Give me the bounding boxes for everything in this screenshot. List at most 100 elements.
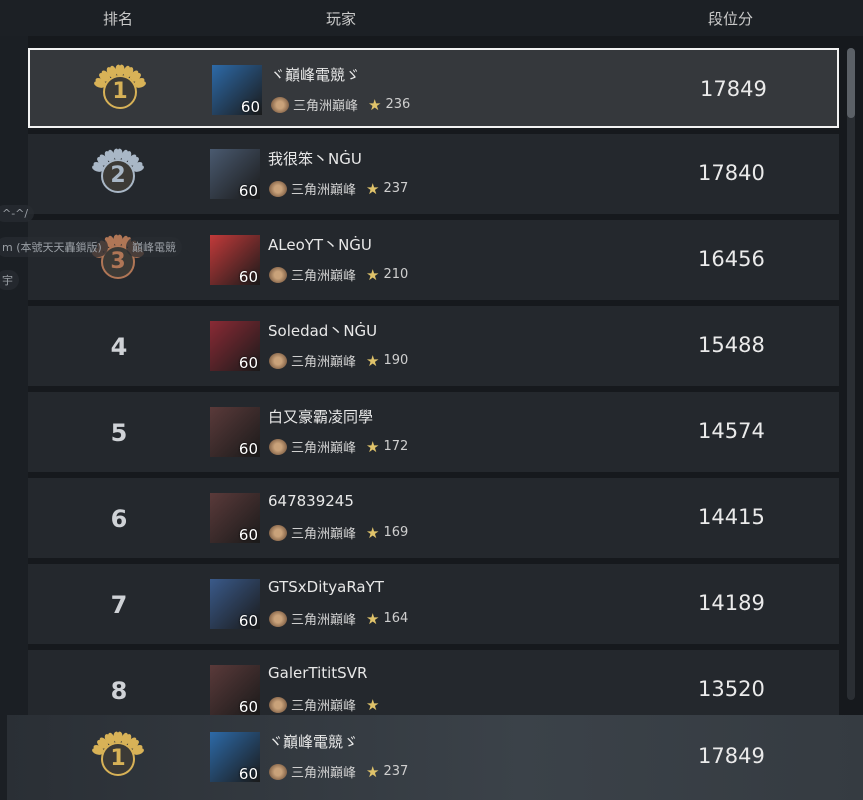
tier-badge-icon [269,352,287,369]
player-name: ヾ巔峰電競ゞ [268,733,359,751]
side-panel [0,0,28,800]
leaderboard-row[interactable]: 8 60 GalerTititSVR 三角洲巔峰 ★ 13520 [28,650,839,715]
leaderboard-row[interactable]: 3 60 ALeoYT丶NĠU 三角洲巔峰 ★ 210 16456 [28,220,839,300]
star-icon: ★ [366,609,380,628]
background-chat-text: ^-^/ [0,205,35,222]
background-chat-text: 宇 [0,270,19,290]
star-count: 169 [383,525,409,540]
star-count: 164 [383,611,409,626]
rank-number: 5 [110,419,128,447]
leaderboard-row[interactable]: 5 60 白又豪霸凌同學 三角洲巔峰 ★ 172 14574 [28,392,839,472]
table-header: 排名 玩家 段位分 [0,0,863,36]
background-chat-text: m (本號天天轟鎖版) [0,237,108,257]
player-level: 60 [238,440,258,457]
player-avatar[interactable]: 60 [210,321,260,371]
player-avatar[interactable]: 60 [212,65,262,115]
rank-score: 14415 [698,505,765,529]
leaderboard-row[interactable]: 6 60 647839245 三角洲巔峰 ★ 169 14415 [28,478,839,558]
rank-number: 4 [110,333,128,361]
tier-badge-icon [269,610,287,627]
rank-score: 17849 [700,77,767,101]
rank-score: 17840 [698,161,765,185]
player-level: 60 [238,765,258,782]
star-icon: ★ [366,179,380,198]
my-rank-footer: 1 60 ヾ巔峰電競ゞ 三角洲巔峰 ★ 237 17849 [7,715,863,800]
player-avatar[interactable]: 60 [210,732,260,782]
player-level: 60 [238,612,258,629]
star-icon: ★ [366,437,380,456]
tier-name: 三角洲巔峰 [293,99,359,114]
leaderboard-list: 1 60 ヾ巔峰電競ゞ 三角洲巔峰 ★ 236 17849 2 60 我很笨丶NĠU … [28,48,840,715]
rank-score: 16456 [698,247,765,271]
leaderboard-row[interactable]: 4 60 Soledad丶NĠU 三角洲巔峰 ★ 190 15488 [28,306,839,386]
player-level: 60 [238,182,258,199]
player-level: 60 [238,354,258,371]
player-level: 60 [238,526,258,543]
background-chat-text: 巔峰電競 [126,237,182,257]
leaderboard-row[interactable]: 2 60 我很笨丶NĠU 三角洲巔峰 ★ 237 17840 [28,134,839,214]
player-avatar[interactable]: 60 [210,665,260,715]
star-count: 210 [383,267,409,282]
player-level: 60 [238,698,258,715]
gold-medal-icon: 1 [90,731,146,787]
star-icon: ★ [366,523,380,542]
tier-badge-icon [269,696,287,713]
player-avatar[interactable]: 60 [210,149,260,199]
tier-name: 三角洲巔峰 [291,441,357,456]
star-count: 190 [383,353,409,368]
star-count: 237 [383,181,409,196]
star-count: 236 [385,97,411,112]
rank-score: 14189 [698,591,765,615]
tier-name: 三角洲巔峰 [291,527,357,542]
star-icon: ★ [366,351,380,370]
star-count: 237 [383,764,409,779]
player-avatar[interactable]: 60 [210,407,260,457]
rank-score: 13520 [698,677,765,701]
tier-badge-icon [269,763,287,780]
player-name: 647839245 [268,492,354,510]
gold-medal-icon: 1 [92,64,148,120]
player-name: 我很笨丶NĠU [268,150,362,168]
rank-score: 17849 [698,744,765,768]
tier-name: 三角洲巔峰 [291,269,357,284]
tier-name: 三角洲巔峰 [291,613,357,628]
tier-name: 三角洲巔峰 [291,766,357,781]
rank-score: 15488 [698,333,765,357]
player-name: GTSxDityaRaYT [268,578,384,596]
silver-medal-icon: 2 [90,148,146,204]
rank-header: 排名 [103,10,134,28]
score-header: 段位分 [708,10,754,28]
scrollbar-thumb[interactable] [847,48,855,118]
tier-name: 三角洲巔峰 [291,699,357,714]
rank-number: 7 [110,591,128,619]
star-icon: ★ [366,695,380,714]
tier-badge-icon [269,180,287,197]
player-name: 白又豪霸凌同學 [268,408,374,426]
tier-name: 三角洲巔峰 [291,183,357,198]
tier-name: 三角洲巔峰 [291,355,357,370]
scrollbar[interactable] [847,48,855,700]
star-icon: ★ [368,95,382,114]
player-name: GalerTititSVR [268,664,368,682]
tier-badge-icon [269,438,287,455]
star-icon: ★ [366,762,380,781]
player-avatar[interactable]: 60 [210,579,260,629]
star-icon: ★ [366,265,380,284]
leaderboard-row[interactable]: 1 60 ヾ巔峰電競ゞ 三角洲巔峰 ★ 236 17849 [28,48,839,128]
player-avatar[interactable]: 60 [210,493,260,543]
player-name: ヾ巔峰電競ゞ [270,66,361,84]
my-rank-row: 1 60 ヾ巔峰電競ゞ 三角洲巔峰 ★ 237 17849 [28,717,839,797]
leaderboard-row[interactable]: 7 60 GTSxDityaRaYT 三角洲巔峰 ★ 164 14189 [28,564,839,644]
rank-number: 6 [110,505,128,533]
rank-number: 8 [110,677,128,705]
player-level: 60 [238,268,258,285]
player-level: 60 [240,98,260,115]
player-name: Soledad丶NĠU [268,322,378,340]
rank-score: 14574 [698,419,765,443]
tier-badge-icon [271,96,289,113]
player-avatar[interactable]: 60 [210,235,260,285]
tier-badge-icon [269,524,287,541]
player-header: 玩家 [326,10,357,28]
player-name: ALeoYT丶NĠU [268,236,372,254]
tier-badge-icon [269,266,287,283]
